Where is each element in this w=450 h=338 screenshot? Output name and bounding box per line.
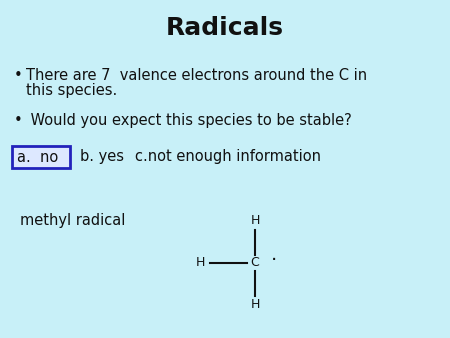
Text: •: • [14, 113, 23, 128]
Text: methyl radical: methyl radical [20, 213, 126, 227]
Text: this species.: this species. [26, 83, 117, 98]
Text: Would you expect this species to be stable?: Would you expect this species to be stab… [26, 113, 352, 128]
Text: Radicals: Radicals [166, 16, 284, 40]
Text: There are 7  valence electrons around the C in: There are 7 valence electrons around the… [26, 68, 367, 83]
Text: ·: · [271, 251, 277, 270]
Text: H: H [250, 215, 260, 227]
Text: H: H [195, 257, 205, 269]
Text: H: H [250, 298, 260, 312]
Text: c.not enough information: c.not enough information [135, 149, 321, 165]
Text: a.  no: a. no [17, 149, 58, 165]
Text: •: • [14, 68, 23, 83]
Text: b. yes: b. yes [80, 149, 124, 165]
FancyBboxPatch shape [12, 146, 70, 168]
Text: C: C [251, 257, 259, 269]
